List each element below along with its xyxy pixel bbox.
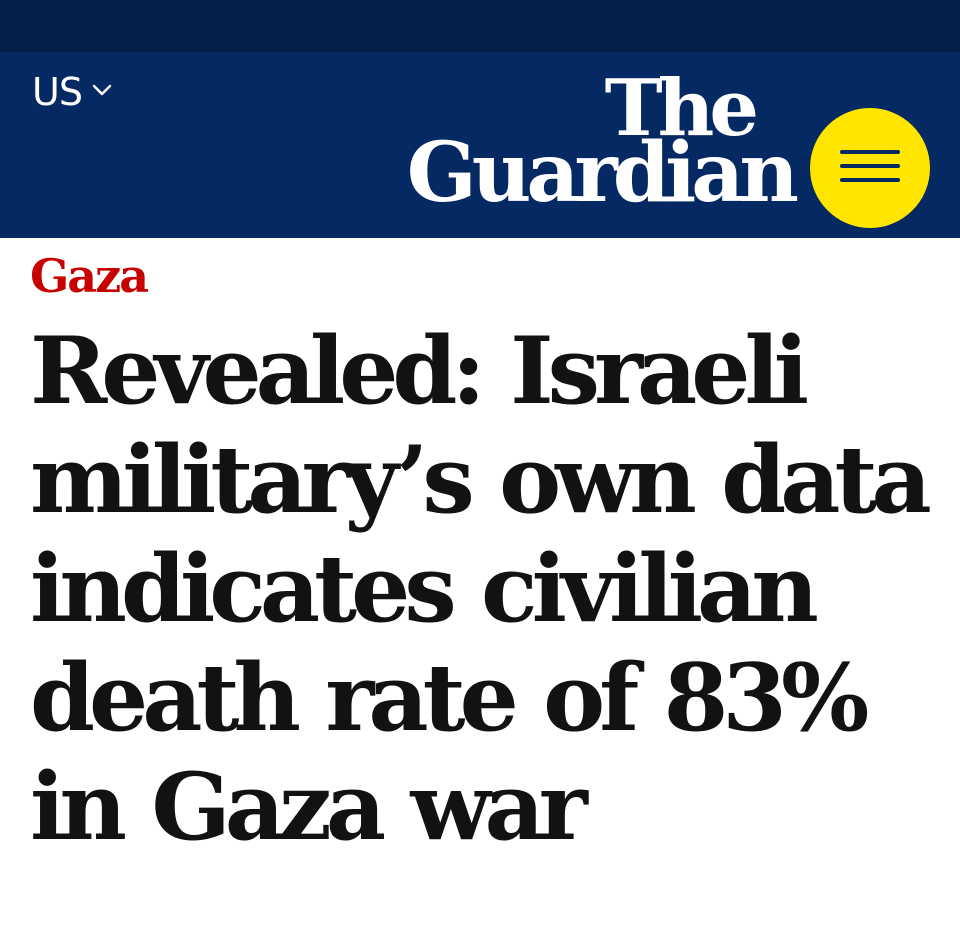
edition-selector[interactable]: US (32, 72, 112, 112)
edition-label: US (32, 70, 83, 114)
chevron-down-icon (92, 82, 112, 101)
menu-button[interactable] (810, 108, 930, 228)
section-kicker[interactable]: Gaza (30, 249, 149, 303)
guardian-logo[interactable]: The Guardian (406, 63, 799, 221)
article-headline: Revealed: Israeli military’s own data in… (30, 316, 932, 861)
logo-line-the: The (604, 63, 759, 154)
logo-line-guardian: Guardian (406, 125, 799, 221)
site-header: US The Guardian (0, 52, 960, 238)
hamburger-menu-icon (840, 146, 900, 190)
top-strip (0, 0, 960, 52)
